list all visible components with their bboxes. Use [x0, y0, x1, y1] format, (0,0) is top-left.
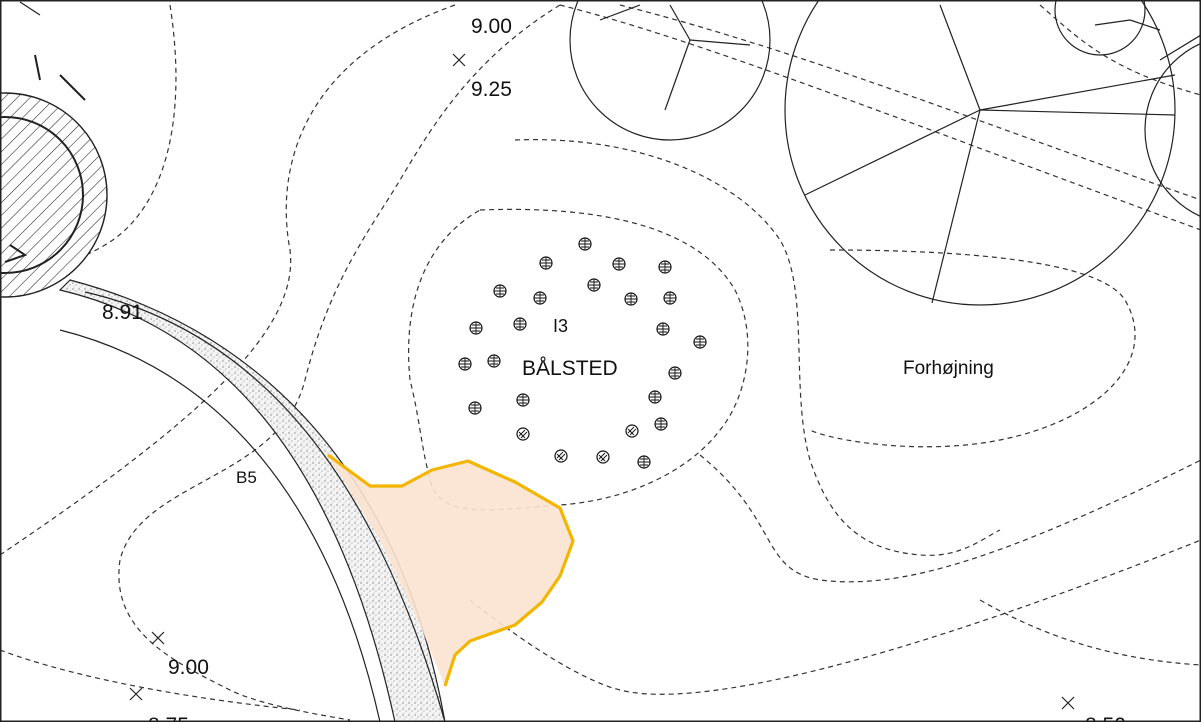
seat-marker	[554, 449, 568, 463]
elevation-label-891: 8.91	[102, 301, 143, 324]
area-name-label: BÅLSTED	[522, 357, 618, 380]
seat-marker-hatch	[556, 451, 566, 461]
seat-marker-hatch	[469, 402, 481, 414]
elevation-marks	[129, 53, 1075, 710]
seat-marker-hatch	[470, 322, 482, 334]
elevation-label-925: 9.25	[471, 78, 512, 101]
elevation-mark-8-75	[129, 687, 143, 701]
elevation-label-875: 8.75	[148, 714, 189, 722]
raised-area-label: Forhøjning	[903, 358, 994, 379]
seat-marker-hatch	[598, 452, 608, 462]
seat-marker-hatch	[655, 418, 667, 430]
seat-markers	[458, 237, 707, 469]
elevation-label-900: 9.00	[168, 656, 209, 679]
seat-marker-hatch	[494, 285, 506, 297]
seat-marker-hatch	[459, 358, 471, 370]
seat-marker	[516, 427, 530, 441]
elevation-mark-9-00	[151, 631, 165, 645]
elevation-label-top: 9.00	[471, 15, 512, 38]
seat-marker-hatch	[517, 394, 529, 406]
seat-marker	[596, 450, 610, 464]
seat-marker-hatch	[514, 318, 526, 330]
elevation-label-850: 8.50	[1085, 714, 1126, 722]
seat-marker-hatch	[534, 292, 546, 304]
highlight-area	[328, 455, 573, 686]
contour-lines	[1, 4, 1200, 721]
seat-marker-hatch	[664, 292, 676, 304]
tree-canopies	[569, 1, 1200, 306]
seat-marker-hatch	[657, 323, 669, 335]
seat-marker-hatch	[540, 257, 552, 269]
seat-marker-hatch	[613, 258, 625, 270]
gravel-path	[58, 279, 446, 721]
seat-marker-hatch	[579, 238, 591, 250]
seat-marker-hatch	[649, 391, 661, 403]
elevation-mark-9-25	[452, 53, 466, 67]
hatched-structure	[1, 1, 108, 298]
seat-marker-hatch	[638, 456, 650, 468]
seat-marker-hatch	[669, 367, 681, 379]
elevation-mark-8-50	[1061, 696, 1075, 710]
path-code-label: B5	[236, 468, 257, 487]
area-code-label: I3	[553, 316, 568, 336]
seat-marker-hatch	[588, 279, 600, 291]
seat-marker-hatch	[518, 429, 528, 439]
seat-marker-hatch	[488, 355, 500, 367]
seat-marker-hatch	[627, 426, 637, 436]
highlight-outline	[327, 453, 575, 687]
seat-marker-hatch	[625, 293, 637, 305]
seat-marker-hatch	[659, 261, 671, 273]
seat-marker	[625, 424, 639, 438]
seat-marker-hatch	[694, 336, 706, 348]
